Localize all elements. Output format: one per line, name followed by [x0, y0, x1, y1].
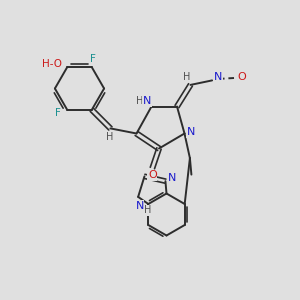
Text: O: O	[148, 170, 157, 181]
Text: H: H	[106, 132, 113, 142]
Text: F: F	[90, 54, 96, 64]
Text: N: N	[187, 127, 195, 137]
Text: N: N	[136, 201, 144, 211]
Text: N: N	[143, 96, 151, 106]
Text: H: H	[144, 206, 152, 215]
Text: H: H	[183, 72, 190, 82]
Text: F: F	[55, 108, 61, 118]
Text: N: N	[214, 72, 222, 82]
Text: O: O	[238, 71, 247, 82]
Text: N: N	[168, 173, 176, 183]
Text: H-O: H-O	[42, 58, 62, 69]
Text: H: H	[136, 96, 144, 106]
